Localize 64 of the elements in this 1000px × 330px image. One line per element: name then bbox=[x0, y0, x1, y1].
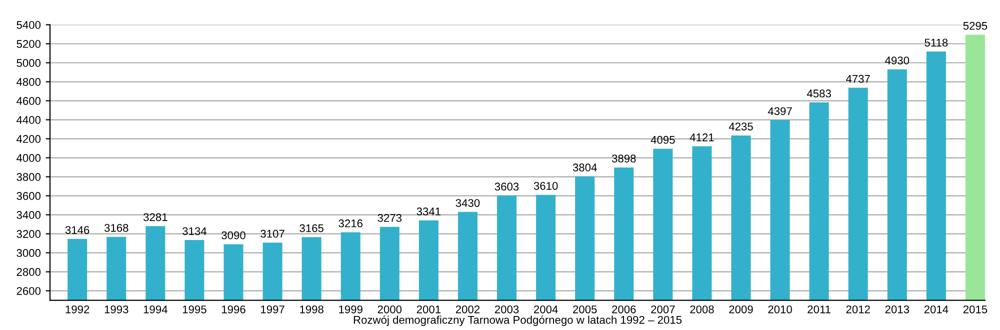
data-label: 4583 bbox=[806, 90, 831, 98]
x-tick-label: 2004 bbox=[534, 305, 558, 314]
x-tick-label: 2009 bbox=[729, 305, 753, 314]
data-label: 3090 bbox=[222, 231, 246, 240]
x-tick-label: 1997 bbox=[261, 305, 284, 314]
x-tick-label: 1999 bbox=[339, 305, 362, 314]
x-tick-label: 2003 bbox=[494, 305, 519, 314]
data-label: 3804 bbox=[572, 164, 597, 172]
x-tick-label: 2001 bbox=[416, 305, 441, 314]
y-tick-label: 3000 bbox=[16, 249, 41, 257]
data-label: 3216 bbox=[338, 219, 362, 228]
data-label: 5118 bbox=[924, 38, 948, 47]
x-tick-label: 1995 bbox=[182, 305, 206, 314]
x-tick-label: 1998 bbox=[300, 305, 324, 314]
y-tick-label: 4800 bbox=[16, 78, 41, 86]
y-tick-label: 4400 bbox=[16, 116, 41, 124]
data-label: 3281 bbox=[143, 213, 168, 222]
x-tick-label: 2008 bbox=[690, 305, 714, 314]
x-tick-label: 1992 bbox=[66, 305, 90, 314]
x-tick-label: 2015 bbox=[963, 305, 988, 314]
x-tick-label: 2007 bbox=[651, 305, 675, 314]
y-tick-label: 3600 bbox=[16, 192, 41, 200]
data-label: 3610 bbox=[534, 182, 558, 190]
y-tick-label: 4000 bbox=[16, 154, 41, 162]
y-tick-label: 2800 bbox=[16, 268, 41, 276]
y-tick-label: 3800 bbox=[16, 173, 41, 181]
y-tick-label: 4600 bbox=[16, 97, 41, 105]
data-label: 4737 bbox=[846, 74, 870, 83]
x-tick-label: 1993 bbox=[104, 305, 128, 314]
data-label: 3165 bbox=[300, 224, 324, 232]
data-label: 4235 bbox=[728, 122, 753, 130]
data-label: 3603 bbox=[494, 182, 519, 191]
data-label: 4095 bbox=[650, 136, 675, 144]
data-label: 3107 bbox=[260, 230, 284, 238]
y-tick-label: 5400 bbox=[16, 21, 41, 29]
data-label: 4930 bbox=[885, 56, 910, 64]
y-tick-label: 3200 bbox=[16, 230, 41, 238]
data-label: 3168 bbox=[104, 224, 128, 232]
x-tick-label: 2000 bbox=[378, 305, 402, 314]
y-tick-label: 3400 bbox=[16, 211, 41, 219]
x-tick-label: 2002 bbox=[456, 305, 480, 314]
data-label: 4121 bbox=[690, 133, 714, 142]
x-tick-label: 1996 bbox=[222, 305, 246, 314]
data-label: 3134 bbox=[182, 227, 206, 236]
x-tick-label: 2014 bbox=[924, 305, 948, 314]
x-tick-label: 2011 bbox=[808, 305, 830, 314]
y-tick-label: 4200 bbox=[16, 135, 41, 143]
data-label: 4397 bbox=[768, 107, 792, 116]
data-label: 5295 bbox=[963, 22, 988, 30]
y-tick-label: 5000 bbox=[16, 59, 41, 67]
data-label: 3273 bbox=[378, 214, 402, 222]
x-tick-label: 2010 bbox=[768, 305, 792, 314]
x-axis-title: Rozwój demograficzny Tarnowa Podgórnego w latach 1992 – 2015 bbox=[354, 316, 682, 326]
data-label: 3146 bbox=[65, 226, 90, 234]
x-tick-label: 2006 bbox=[612, 305, 636, 314]
y-tick-label: 5200 bbox=[16, 40, 41, 48]
y-tick-label: 2600 bbox=[16, 287, 41, 295]
data-label: 3430 bbox=[456, 199, 480, 207]
x-tick-label: 2005 bbox=[573, 305, 597, 314]
x-tick-label: 2012 bbox=[846, 305, 870, 314]
data-label: 3898 bbox=[612, 154, 636, 162]
x-tick-label: 1994 bbox=[144, 305, 168, 314]
data-label: 3341 bbox=[416, 208, 441, 216]
x-tick-label: 2013 bbox=[885, 305, 910, 314]
